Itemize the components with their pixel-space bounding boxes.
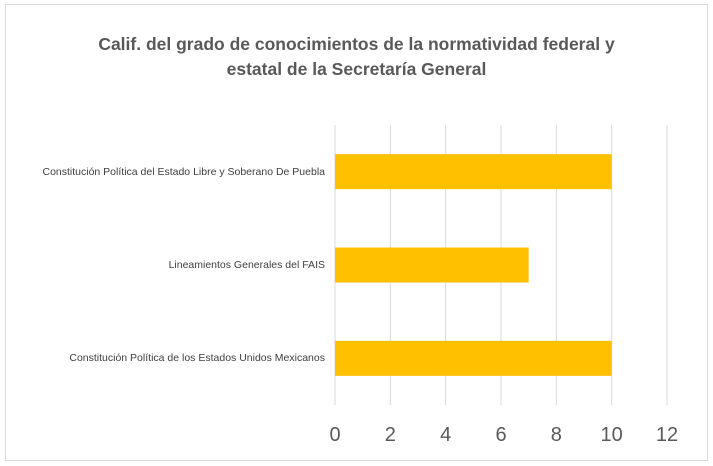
x-tick-label: 6: [495, 424, 507, 446]
bar: [335, 154, 612, 190]
x-tick-label: 2: [384, 424, 396, 446]
chart-title: Calif. del grado de conocimientos de la …: [98, 34, 615, 79]
y-tick-label: Constitución Política de los Estados Uni…: [69, 352, 325, 365]
bar: [335, 247, 529, 283]
y-tick-label: Constitución Política del Estado Libre y…: [42, 165, 325, 178]
y-tick-label: Lineamientos Generales del FAIS: [168, 259, 325, 271]
x-tick-label: 12: [655, 424, 679, 446]
x-tick-label: 4: [440, 424, 452, 446]
chart-border: [5, 4, 708, 461]
x-tick-label: 8: [550, 424, 562, 446]
bar: [335, 340, 612, 376]
x-tick-label: 0: [329, 424, 341, 446]
x-tick-label: 10: [600, 424, 623, 446]
